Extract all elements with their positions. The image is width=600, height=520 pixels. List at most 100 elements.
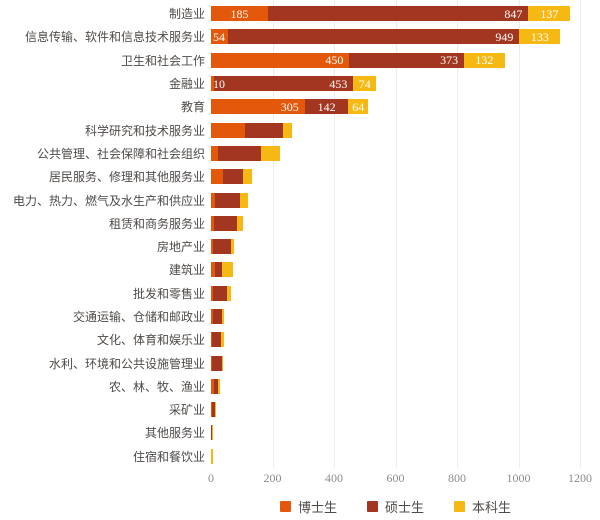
- bar: 54 949 133: [211, 29, 582, 45]
- bar: [211, 402, 582, 418]
- chart-row: 电力、热力、燃气及水生产和供应业: [0, 188, 600, 211]
- bar-segment-masters: [211, 425, 212, 441]
- bar-track: 305 142 64: [211, 99, 582, 115]
- gridline: [518, 0, 520, 468]
- bar-segment-masters: [214, 378, 219, 394]
- legend-swatch-masters: [366, 501, 378, 512]
- bar-segment-masters: [212, 285, 227, 301]
- chart-row: 住宿和餐饮业: [0, 445, 600, 468]
- x-axis: 0 200 400 600 800 1000 1200: [0, 471, 600, 487]
- bar-segment-doctoral: [211, 285, 213, 301]
- chart-row: 公共管理、社会保障和社会组织: [0, 142, 600, 165]
- category-label: 住宿和餐饮业: [132, 449, 205, 464]
- bar-segment-masters: [218, 145, 261, 161]
- bar-segment-masters: 949: [227, 29, 520, 45]
- bar-track: 450 373 132: [211, 52, 582, 68]
- category-label: 其他服务业: [144, 426, 205, 441]
- bar-value-label: 847: [504, 6, 523, 21]
- chart-row: 文化、体育和娱乐业: [0, 328, 600, 351]
- chart-row: 房地产业: [0, 235, 600, 258]
- bar-segment-undergrad: [222, 262, 233, 278]
- bar-segment-doctoral: [211, 402, 212, 418]
- bar-segment-undergrad: [211, 425, 213, 441]
- bar-segment-doctoral: [211, 239, 213, 255]
- bar-segment-undergrad: [211, 448, 213, 464]
- gridline: [457, 0, 458, 468]
- bar-value-label: 450: [325, 53, 344, 68]
- bar: 10 453 74: [211, 76, 582, 92]
- bar-track: [211, 355, 582, 371]
- legend-item-undergrad: 本科生: [454, 497, 511, 516]
- x-tick-label: 1000: [506, 471, 531, 485]
- bar-value-label: 54: [213, 29, 225, 44]
- category-label: 文化、体育和娱乐业: [96, 333, 205, 348]
- bar-segment-masters: [212, 355, 223, 371]
- bar-segment-undergrad: [239, 192, 248, 208]
- bar-segment-doctoral: [211, 122, 245, 138]
- bar: [211, 262, 582, 278]
- bar-segment-masters: [212, 309, 223, 324]
- chart-row: 信息传输、软件和信息技术服务业 54 949 133: [0, 25, 600, 48]
- chart-row: 农、林、牧、渔业: [0, 375, 600, 398]
- bar-segment-undergrad: [236, 215, 243, 231]
- chart-row: 水利、环境和公共设施管理业: [0, 351, 600, 374]
- bar-value-label: 137: [540, 6, 559, 21]
- bar-track: [211, 448, 582, 464]
- gridline: [334, 0, 335, 468]
- bar-segment-masters: 373: [349, 52, 465, 68]
- bar-segment-undergrad: [231, 239, 235, 255]
- gridline: [580, 0, 581, 468]
- bar-track: [211, 332, 582, 348]
- chart-row: 居民服务、修理和其他服务业: [0, 165, 600, 188]
- bar-segment-undergrad: [218, 378, 220, 394]
- bar-track: [211, 239, 582, 255]
- bar-value-label: 64: [352, 99, 365, 114]
- x-tick-label: 600: [386, 471, 405, 485]
- bar-segment-masters: [212, 332, 221, 348]
- bar-segment-doctoral: [211, 169, 224, 185]
- bar-track: [211, 378, 582, 394]
- gridline: [395, 0, 397, 468]
- bar-value-label: 133: [530, 29, 549, 44]
- bar-track: [211, 192, 582, 208]
- bar-segment-doctoral: [211, 332, 213, 348]
- bar-track: [211, 285, 582, 301]
- legend-swatch-undergrad: [454, 501, 465, 512]
- bar-segment-doctoral: [211, 378, 215, 394]
- bar: [211, 122, 582, 138]
- bar-value-label: 142: [317, 99, 336, 114]
- bar-track: [211, 402, 582, 418]
- bar-segment-doctoral: [211, 215, 215, 231]
- bar: [211, 169, 582, 185]
- legend-swatch-doctoral: [279, 501, 291, 512]
- bar-value-label: 453: [329, 76, 348, 91]
- bar-segment-undergrad: [222, 355, 224, 371]
- bar-segment-masters: 142: [304, 99, 349, 115]
- bar-segment-undergrad: [220, 332, 224, 348]
- bar-segment-undergrad: [226, 285, 231, 301]
- bar: [211, 215, 582, 231]
- category-label: 租赁和商务服务业: [108, 216, 205, 231]
- bar-track: [211, 425, 582, 441]
- bar-value-label: 305: [280, 99, 299, 114]
- bar: [211, 309, 582, 324]
- category-label: 公共管理、社会保障和社会组织: [36, 146, 205, 161]
- bar-segment-undergrad: [260, 145, 280, 161]
- legend-label: 硕士生: [384, 500, 424, 515]
- category-label: 制造业: [168, 7, 205, 22]
- bar-value-label: 949: [495, 29, 514, 44]
- bar-value-label: 185: [230, 6, 249, 21]
- category-label: 批发和零售业: [132, 286, 205, 301]
- bar-segment-doctoral: 185: [211, 6, 268, 22]
- bar-segment-undergrad: 133: [519, 29, 561, 45]
- chart-row: 批发和零售业: [0, 282, 600, 305]
- chart-row: 其他服务业: [0, 421, 600, 444]
- bar-segment-masters: 847: [267, 6, 529, 22]
- bar-segment-masters: [214, 262, 223, 278]
- chart-row: 交通运输、仓储和邮政业: [0, 305, 600, 328]
- bar: [211, 425, 582, 441]
- bar: [211, 285, 582, 301]
- chart-row: 教育 305 142 64: [0, 95, 600, 118]
- chart-rows: 制造业 185 847 137 信息传输、软件和信息技术服务业 54 949 133 卫生和社会…: [0, 2, 600, 468]
- legend-item-masters: 硕士生: [366, 497, 424, 516]
